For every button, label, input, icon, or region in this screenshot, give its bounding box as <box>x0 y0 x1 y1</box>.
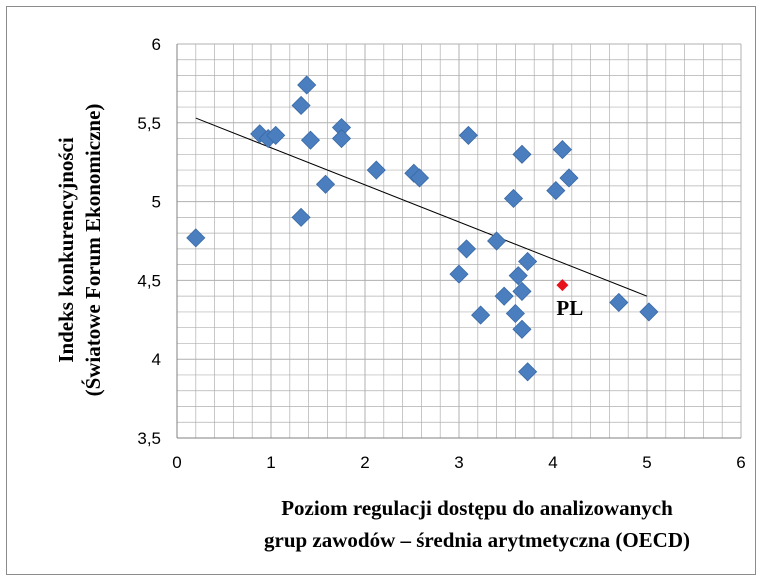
trendline <box>195 117 648 297</box>
data-point <box>552 140 572 160</box>
data-point <box>409 168 430 188</box>
data-point <box>449 264 469 284</box>
data-point <box>315 174 336 194</box>
data-point <box>546 181 566 201</box>
data-point <box>512 319 532 339</box>
highlight-label: PL <box>556 296 583 320</box>
data-point <box>266 125 286 145</box>
data-point <box>458 125 478 145</box>
x-tick-label: 2 <box>360 453 369 472</box>
data-points <box>186 75 659 382</box>
y-tick-label: 4,5 <box>137 271 161 290</box>
data-point <box>512 144 532 164</box>
x-axis-title-line-2: grup zawodów – średnia arytmetyczna (OEC… <box>264 528 690 552</box>
grid <box>176 43 742 439</box>
scatter-chart: 0 1 2 3 4 5 6 3,5 4 4,5 5 5,5 6 PL Indeks konkurenc… <box>54 35 746 552</box>
x-tick-label: 5 <box>642 453 651 472</box>
y-tick-label: 6 <box>152 35 161 54</box>
y-axis-title-line-2: (Światowe Forum Ekonomiczne) <box>81 104 105 397</box>
x-tick-label: 4 <box>548 453 557 472</box>
data-point <box>518 362 538 382</box>
x-tick-labels: 0 1 2 3 4 5 6 <box>172 453 745 472</box>
data-point <box>512 281 532 301</box>
y-tick-label: 4 <box>152 350 161 369</box>
data-point <box>456 239 477 259</box>
data-point <box>366 160 386 180</box>
data-point <box>609 292 629 313</box>
x-tick-label: 0 <box>172 453 181 472</box>
data-point <box>186 228 206 248</box>
data-point <box>291 207 311 227</box>
data-point <box>331 128 352 149</box>
x-tick-label: 3 <box>454 453 463 472</box>
data-point <box>487 231 507 251</box>
y-axis-title-line-1: Indeks konkurencyjności <box>54 137 78 363</box>
y-tick-labels: 3,5 4 4,5 5 5,5 6 <box>137 35 161 448</box>
data-point <box>300 130 321 150</box>
trendline-group <box>195 117 648 297</box>
data-point <box>559 168 579 188</box>
highlight-point <box>556 279 569 292</box>
data-point <box>503 188 524 209</box>
data-point <box>297 75 317 95</box>
data-point <box>518 251 538 272</box>
y-tick-label: 5,5 <box>137 114 161 133</box>
data-point <box>639 302 659 322</box>
x-axis-title-line-1: Poziom regulacji dostępu do analizowanyc… <box>281 496 673 520</box>
chart-frame: 0 1 2 3 4 5 6 3,5 4 4,5 5 5,5 6 PL Indeks konkurenc… <box>6 6 756 575</box>
axes <box>176 44 741 439</box>
highlight-group: PL <box>556 279 583 320</box>
data-point <box>494 286 514 306</box>
x-tick-label: 1 <box>266 453 275 472</box>
data-point <box>505 303 525 324</box>
x-tick-label: 6 <box>736 453 745 472</box>
y-tick-label: 3,5 <box>137 429 161 448</box>
data-point <box>291 95 311 116</box>
y-tick-label: 5 <box>152 193 161 212</box>
data-point <box>471 305 491 325</box>
data-point <box>508 266 528 286</box>
